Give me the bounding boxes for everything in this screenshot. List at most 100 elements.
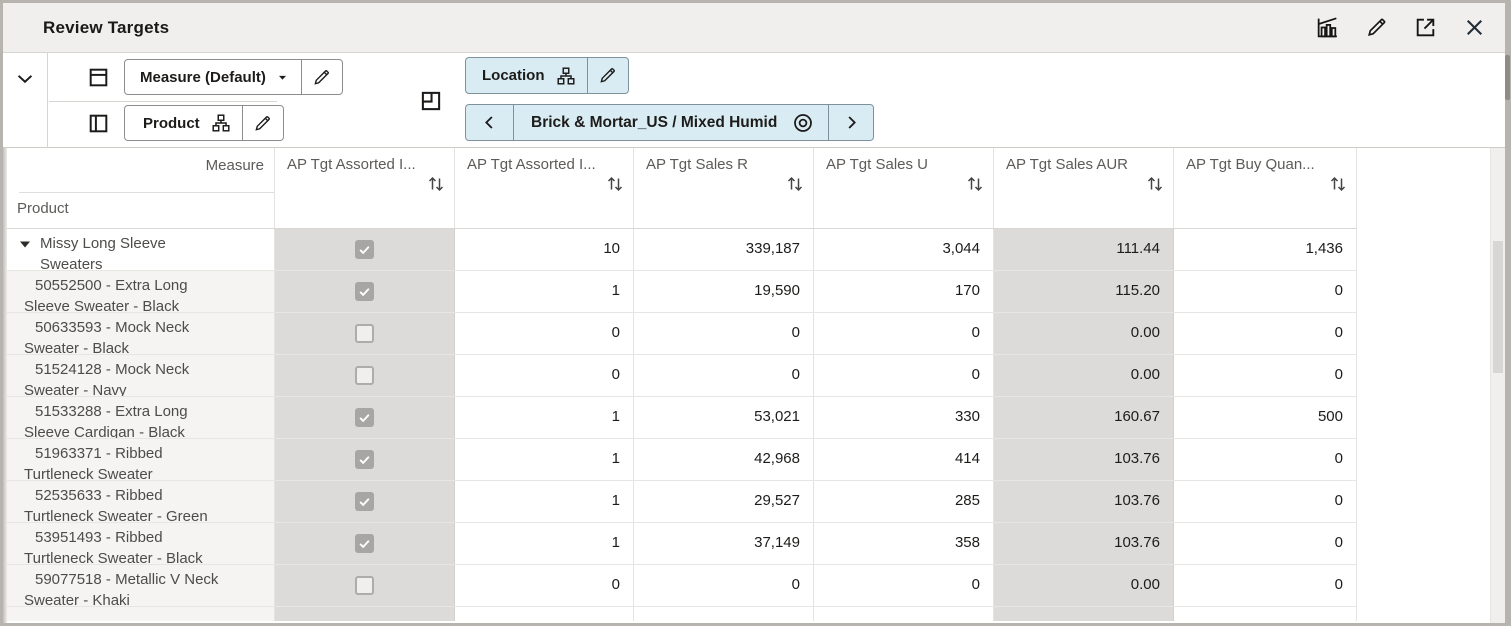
value-cell[interactable]: 1	[455, 481, 634, 522]
product-row-header-cell[interactable]: 51533288 - Extra Long Sleeve Cardigan - …	[7, 397, 275, 438]
value-cell[interactable]: 330	[814, 397, 994, 438]
value-cell[interactable]: 1	[455, 397, 634, 438]
bullseye-icon[interactable]	[791, 111, 828, 135]
value-cell[interactable]: 0	[1174, 313, 1357, 354]
value-cell[interactable]: 0	[634, 313, 814, 354]
window-scrollbar-thumb[interactable]	[1505, 55, 1510, 100]
value-cell[interactable]: 103.76	[994, 481, 1174, 522]
value-cell[interactable]: 115.20	[994, 271, 1174, 312]
value-cell[interactable]: 0	[455, 313, 634, 354]
grid-scrollbar-thumb[interactable]	[1493, 241, 1503, 373]
caret-down-icon[interactable]	[276, 71, 301, 84]
value-cell[interactable]: 0	[455, 565, 634, 606]
edit-product-axis-button[interactable]	[243, 106, 283, 140]
value-cell[interactable]: 0	[814, 565, 994, 606]
value-cell[interactable]: 285	[814, 481, 994, 522]
value-cell[interactable]: 1	[455, 439, 634, 480]
value-cell[interactable]: 111.44	[994, 229, 1174, 270]
value-cell[interactable]: 0	[814, 355, 994, 396]
value-cell[interactable]: 0	[1174, 355, 1357, 396]
chart-icon[interactable]	[1314, 15, 1340, 41]
value-cell[interactable]: 500	[1174, 397, 1357, 438]
checkbox[interactable]	[355, 282, 374, 301]
value-cell[interactable]: 42,968	[634, 439, 814, 480]
product-name-line1: 50552500 - Extra Long	[35, 277, 188, 294]
product-row-header-cell[interactable]: 59077518 - Metallic V Neck Sweater - Kha…	[7, 565, 275, 606]
checkbox[interactable]	[355, 324, 374, 343]
value-cell[interactable]: 0	[1174, 439, 1357, 480]
column-header-label: AP Tgt Assorted I...	[467, 156, 596, 173]
column-header[interactable]: AP Tgt Assorted I...	[275, 148, 455, 228]
column-header[interactable]: AP Tgt Buy Quan...	[1174, 148, 1357, 228]
value-cell[interactable]: 414	[814, 439, 994, 480]
sort-icon[interactable]	[786, 173, 804, 193]
edit-icon[interactable]	[1363, 15, 1389, 41]
value-cell[interactable]: 53,021	[634, 397, 814, 438]
value-cell[interactable]: 19,590	[634, 271, 814, 312]
sort-icon[interactable]	[427, 173, 445, 193]
checkbox[interactable]	[355, 534, 374, 553]
value-cell[interactable]: 0	[1174, 481, 1357, 522]
value-cell[interactable]: 0.00	[994, 565, 1174, 606]
edit-measure-profile-button[interactable]	[302, 60, 342, 94]
value-cell[interactable]: 0	[1174, 271, 1357, 312]
product-row-header-cell[interactable]: 50633593 - Mock Neck Sweater - Black	[7, 313, 275, 354]
page-axis-location-button[interactable]: Location	[465, 57, 629, 94]
collapse-toolbar-button[interactable]	[3, 53, 48, 148]
collapse-arrow-icon[interactable]	[20, 241, 30, 248]
value-cell[interactable]: 339,187	[634, 229, 814, 270]
checkbox[interactable]	[355, 240, 374, 259]
next-page-button[interactable]	[829, 105, 873, 140]
value-cell[interactable]: 3,044	[814, 229, 994, 270]
value-cell[interactable]: 0.00	[994, 355, 1174, 396]
product-row-header-cell[interactable]: 51963371 - Ribbed Turtleneck Sweater	[7, 439, 275, 480]
column-header[interactable]: AP Tgt Sales R	[634, 148, 814, 228]
value-cell[interactable]: 103.76	[994, 523, 1174, 564]
checkbox[interactable]	[355, 576, 374, 595]
sort-icon[interactable]	[1329, 173, 1347, 193]
value-cell[interactable]: 103.76	[994, 439, 1174, 480]
partially-visible-row	[7, 607, 1357, 621]
product-row-header-cell[interactable]: 53951493 - Ribbed Turtleneck Sweater - B…	[7, 523, 275, 564]
value-cell[interactable]: 0.00	[994, 313, 1174, 354]
value-cell[interactable]: 170	[814, 271, 994, 312]
value-cell[interactable]: 160.67	[994, 397, 1174, 438]
product-row-header-cell[interactable]: Missy Long Sleeve Sweaters	[7, 229, 275, 270]
checkbox[interactable]	[355, 492, 374, 511]
value-cell[interactable]: 1	[455, 271, 634, 312]
column-header[interactable]: AP Tgt Sales U	[814, 148, 994, 228]
grid-vertical-scrollbar[interactable]	[1490, 148, 1505, 623]
value-cell[interactable]: 0	[455, 355, 634, 396]
row-axis-product-button[interactable]: Product	[124, 105, 284, 141]
checkbox[interactable]	[355, 408, 374, 427]
sort-icon[interactable]	[966, 173, 984, 193]
value-cell[interactable]: 37,149	[634, 523, 814, 564]
value-cell[interactable]: 358	[814, 523, 994, 564]
open-in-window-icon[interactable]	[1412, 15, 1438, 41]
column-header[interactable]: AP Tgt Assorted I...	[455, 148, 634, 228]
value-cell[interactable]: 0	[1174, 565, 1357, 606]
hierarchy-icon[interactable]	[210, 112, 242, 134]
previous-page-button[interactable]	[466, 105, 513, 140]
checkbox[interactable]	[355, 450, 374, 469]
value-cell[interactable]: 10	[455, 229, 634, 270]
measure-profile-dropdown[interactable]: Measure (Default)	[124, 59, 343, 95]
value-cell[interactable]: 0	[814, 313, 994, 354]
hierarchy-icon[interactable]	[555, 65, 587, 87]
value-cell[interactable]: 29,527	[634, 481, 814, 522]
sort-icon[interactable]	[1146, 173, 1164, 193]
product-name-line2: Sleeve Sweater - Black	[24, 298, 180, 312]
column-header[interactable]: AP Tgt Sales AUR	[994, 148, 1174, 228]
value-cell[interactable]: 1,436	[1174, 229, 1357, 270]
checkbox[interactable]	[355, 366, 374, 385]
close-icon[interactable]	[1461, 15, 1487, 41]
value-cell[interactable]: 0	[634, 355, 814, 396]
product-row-header-cell[interactable]: 52535633 - Ribbed Turtleneck Sweater - G…	[7, 481, 275, 522]
product-row-header-cell[interactable]: 51524128 - Mock Neck Sweater - Navy	[7, 355, 275, 396]
edit-location-axis-button[interactable]	[588, 58, 628, 93]
value-cell[interactable]: 1	[455, 523, 634, 564]
sort-icon[interactable]	[606, 173, 624, 193]
value-cell[interactable]: 0	[634, 565, 814, 606]
value-cell[interactable]: 0	[1174, 523, 1357, 564]
product-row-header-cell[interactable]: 50552500 - Extra Long Sleeve Sweater - B…	[7, 271, 275, 312]
